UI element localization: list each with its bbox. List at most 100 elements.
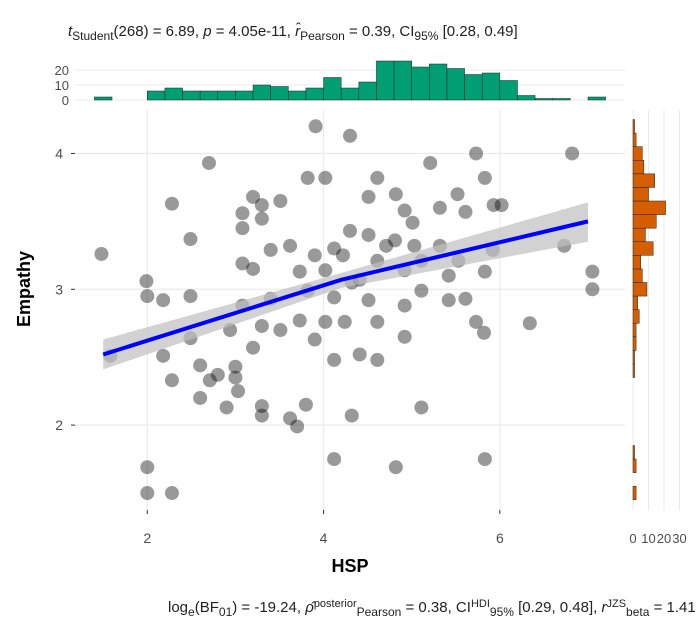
regression-line	[102, 219, 589, 357]
bar	[182, 90, 201, 101]
point	[486, 198, 501, 213]
bar	[632, 485, 637, 501]
bar	[552, 98, 571, 101]
point	[235, 221, 250, 236]
point	[246, 189, 261, 204]
text-part: r	[601, 599, 607, 616]
point	[273, 194, 288, 209]
bar	[632, 227, 646, 242]
x-tick-label: 2	[143, 530, 151, 546]
point	[565, 146, 580, 161]
point	[254, 399, 269, 414]
bar	[323, 77, 342, 101]
bar	[632, 241, 654, 256]
bar	[632, 350, 635, 365]
bar	[305, 87, 324, 101]
y-tick-label: 2	[55, 417, 63, 433]
point	[414, 400, 429, 415]
point	[458, 291, 473, 306]
bar	[499, 80, 518, 101]
text-part: = 1.41	[649, 599, 695, 616]
point	[327, 241, 342, 256]
text-part: 01	[219, 605, 233, 619]
point	[298, 397, 313, 412]
point	[156, 348, 171, 363]
bar	[481, 72, 501, 101]
point	[228, 359, 243, 374]
point	[379, 238, 394, 253]
point	[164, 196, 179, 211]
chart-title: tStudent(268) = 6.89, p = 4.05e-11, r̂Pe…	[68, 22, 518, 42]
point	[307, 248, 322, 263]
bar	[252, 84, 271, 101]
point	[397, 203, 412, 218]
x-tick-label: 20	[657, 531, 671, 546]
bar	[632, 363, 635, 378]
bar	[393, 60, 412, 101]
bar	[632, 187, 649, 202]
point	[183, 232, 198, 247]
point	[327, 452, 342, 467]
bar	[94, 96, 113, 101]
text-part: Pearson	[357, 605, 402, 619]
text-part: t	[68, 23, 73, 40]
point	[210, 367, 225, 382]
point	[202, 373, 217, 388]
text-part: JZS	[606, 598, 626, 610]
bar	[632, 255, 641, 270]
point	[164, 373, 179, 388]
bar	[147, 90, 166, 101]
y-tick-label: 3	[55, 281, 63, 297]
text-part: [0.29, 0.48],	[514, 599, 602, 616]
point	[254, 318, 269, 333]
point	[231, 384, 246, 399]
x-tick-label: 10	[641, 531, 655, 546]
text-part: = 0.38, CI	[401, 599, 471, 616]
point	[458, 204, 473, 219]
point	[164, 486, 179, 501]
point	[228, 370, 243, 385]
bar	[632, 146, 643, 161]
point	[292, 313, 307, 328]
point	[370, 314, 385, 329]
point	[477, 452, 492, 467]
point	[337, 314, 352, 329]
point	[273, 323, 288, 338]
point	[139, 274, 154, 289]
point	[219, 400, 234, 415]
text-part: (BF	[195, 599, 219, 616]
y-tick-label: 10	[55, 78, 69, 93]
chart-caption: loge(BF01) = -19.24, ρ̂posteriorPearson …	[168, 598, 696, 619]
point	[361, 227, 376, 242]
bar	[164, 87, 183, 101]
bar	[235, 90, 254, 101]
point	[522, 316, 537, 331]
point	[405, 215, 420, 230]
point	[283, 238, 298, 253]
bar	[411, 66, 430, 101]
text-part: HDI	[471, 598, 490, 610]
point	[388, 460, 403, 475]
bar	[199, 90, 219, 101]
point	[327, 290, 342, 305]
point	[343, 128, 357, 143]
point	[318, 314, 333, 329]
point	[235, 206, 250, 221]
bar	[632, 445, 635, 460]
text-part: beta	[626, 605, 650, 619]
point	[370, 352, 385, 367]
point	[156, 293, 171, 308]
point	[140, 289, 155, 304]
point	[585, 264, 600, 279]
point	[343, 223, 357, 238]
text-part: (268) = 6.89,	[114, 23, 204, 40]
point	[387, 233, 402, 248]
bar	[376, 60, 395, 101]
point	[193, 358, 208, 373]
text-part: r̂	[295, 22, 301, 40]
point	[246, 261, 261, 276]
bar	[288, 90, 307, 101]
point	[94, 246, 109, 261]
point	[318, 170, 333, 185]
x-tick-label: 4	[320, 530, 328, 546]
